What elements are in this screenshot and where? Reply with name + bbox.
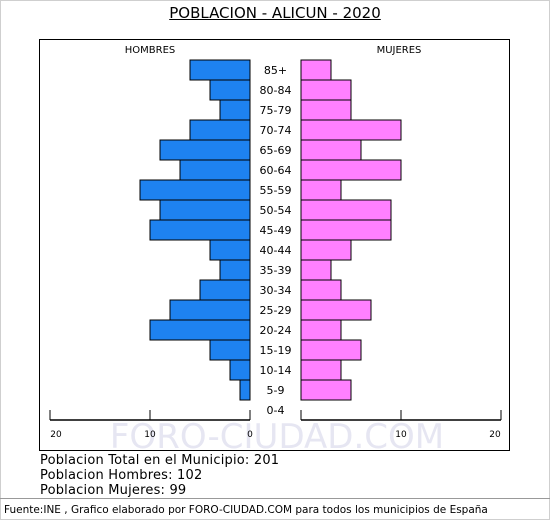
bar-mujeres-85+ (300, 59, 332, 81)
bar-hombres-75-79 (219, 99, 251, 121)
age-label-75-79: 75-79 (260, 104, 292, 117)
age-label-65-69: 65-69 (260, 144, 292, 157)
bar-mujeres-40-44 (300, 239, 352, 261)
bar-hombres-65-69 (159, 139, 251, 161)
right-group-label: MUJERES (377, 45, 422, 56)
age-label-55-59: 55-59 (260, 184, 292, 197)
bar-hombres-60-64 (179, 159, 251, 181)
bar-mujeres-80-84 (300, 79, 352, 101)
bar-mujeres-20-24 (300, 319, 342, 341)
age-label-5-9: 5-9 (267, 384, 285, 397)
x-tick-label: 20 (489, 430, 501, 440)
age-label-30-34: 30-34 (260, 284, 292, 297)
bar-hombres-20-24 (149, 319, 251, 341)
watermark: FORO-CIUDAD.COM (110, 417, 444, 457)
bar-hombres-5-9 (239, 379, 251, 401)
bar-mujeres-50-54 (300, 199, 392, 221)
age-label-45-49: 45-49 (260, 224, 292, 237)
age-label-10-14: 10-14 (260, 364, 292, 377)
age-label-60-64: 60-64 (260, 164, 292, 177)
bar-hombres-85+ (189, 59, 251, 81)
age-label-15-19: 15-19 (260, 344, 292, 357)
bar-mujeres-15-19 (300, 339, 362, 361)
bar-mujeres-5-9 (300, 379, 352, 401)
bar-hombres-30-34 (199, 279, 251, 301)
bar-hombres-55-59 (139, 179, 251, 201)
stat-total: Poblacion Total en el Municipio: 201 (40, 453, 280, 468)
x-tick-label: 0 (247, 430, 253, 440)
bar-hombres-80-84 (209, 79, 251, 101)
left-group-label: HOMBRES (125, 45, 176, 56)
bar-mujeres-60-64 (300, 159, 402, 181)
bar-hombres-70-74 (189, 119, 251, 141)
age-label-20-24: 20-24 (260, 324, 292, 337)
bar-mujeres-10-14 (300, 359, 342, 381)
age-label-50-54: 50-54 (260, 204, 292, 217)
age-label-35-39: 35-39 (260, 264, 292, 277)
bar-hombres-10-14 (229, 359, 251, 381)
bar-mujeres-65-69 (300, 139, 362, 161)
chart-title: POBLACION - ALICUN - 2020 (169, 4, 381, 22)
age-label-70-74: 70-74 (260, 124, 292, 137)
bar-mujeres-75-79 (300, 99, 352, 121)
footer-source: Fuente:INE , Grafico elaborado por FORO-… (4, 504, 488, 516)
stat-mujeres: Poblacion Mujeres: 99 (40, 483, 187, 498)
bar-hombres-25-29 (169, 299, 251, 321)
x-tick-label: 10 (395, 430, 407, 440)
age-label-0-4: 0-4 (267, 404, 285, 417)
stat-hombres: Poblacion Hombres: 102 (40, 468, 203, 483)
bar-hombres-45-49 (149, 219, 251, 241)
x-tick-label: 20 (50, 430, 62, 440)
bar-hombres-35-39 (219, 259, 251, 281)
bar-mujeres-25-29 (300, 299, 372, 321)
footer-divider (0, 498, 550, 499)
chart-frame (39, 39, 510, 451)
bar-hombres-15-19 (209, 339, 251, 361)
x-tick-label: 10 (144, 430, 156, 440)
bar-mujeres-70-74 (300, 119, 402, 141)
bar-hombres-50-54 (159, 199, 251, 221)
bar-mujeres-45-49 (300, 219, 392, 241)
bar-mujeres-30-34 (300, 279, 342, 301)
bar-hombres-40-44 (209, 239, 251, 261)
age-label-85+: 85+ (264, 64, 287, 77)
bar-mujeres-35-39 (300, 259, 332, 281)
bar-mujeres-55-59 (300, 179, 342, 201)
age-label-25-29: 25-29 (260, 304, 292, 317)
age-label-40-44: 40-44 (260, 244, 292, 257)
age-label-80-84: 80-84 (260, 84, 292, 97)
